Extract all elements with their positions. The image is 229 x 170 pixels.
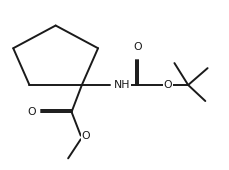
Text: O: O: [133, 42, 142, 52]
Text: NH: NH: [113, 80, 129, 90]
Text: O: O: [27, 107, 35, 117]
Text: O: O: [82, 131, 90, 141]
Text: O: O: [163, 80, 171, 90]
